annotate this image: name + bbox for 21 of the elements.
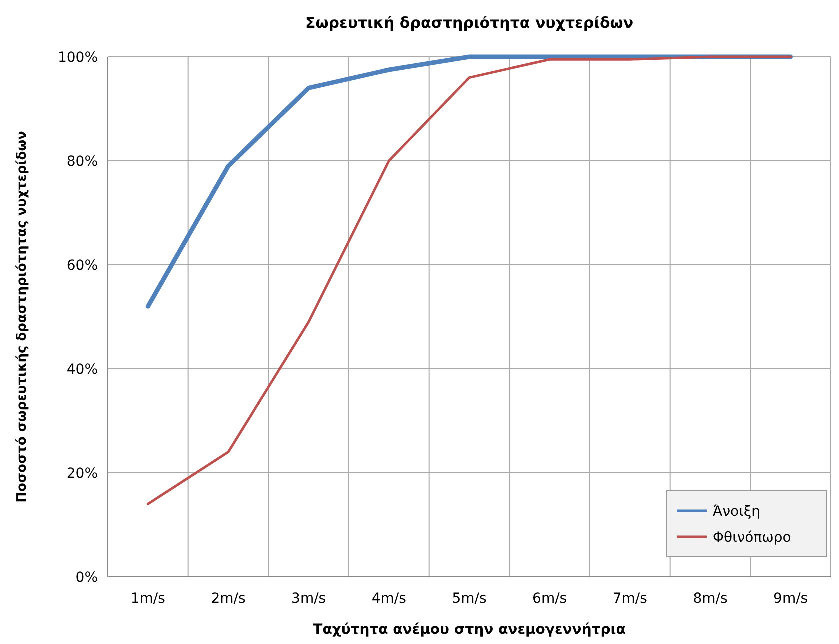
x-tick-label: 1m/s: [130, 591, 166, 607]
line-series: [146, 56, 792, 506]
y-tick-label: 80%: [66, 154, 98, 170]
y-axis-title: Ποσοστό σωρευτικής δραστηριότητας νυχτερίδων: [15, 130, 30, 503]
y-tick-label: 100%: [58, 50, 98, 66]
y-tick-label: 20%: [66, 466, 98, 482]
x-tick-label: 4m/s: [372, 591, 406, 607]
y-tick-label: 40%: [66, 362, 98, 378]
y-tick-label: 60%: [66, 258, 98, 274]
x-axis-title: Ταχύτητα ανέμου στην ανεμογεννήτρια: [313, 622, 626, 638]
legend-label: Φθινόπωρο: [713, 530, 792, 546]
x-tick-label: 2m/s: [211, 591, 246, 607]
x-tick-label: 7m/s: [612, 591, 648, 607]
x-tick-label: 6m/s: [532, 591, 568, 607]
legend-label: Άνοιξη: [713, 504, 760, 520]
x-tick-label: 8m/s: [693, 591, 728, 607]
x-tick-label: 3m/s: [292, 591, 326, 607]
x-tick-label: 9m/s: [774, 591, 808, 607]
y-tick-label: 0%: [76, 570, 98, 586]
x-tick-label: 5m/s: [452, 591, 487, 607]
chart-title: Σωρευτική δραστηριότητα νυχτερίδων: [305, 14, 634, 32]
